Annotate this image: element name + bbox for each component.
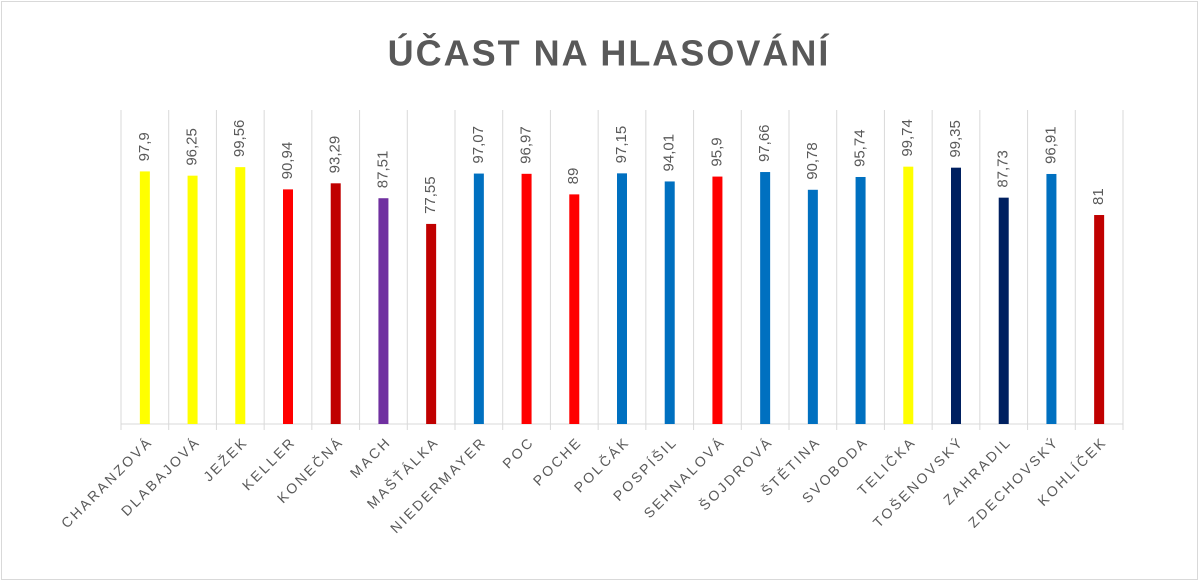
chart-title: ÚČAST NA HLASOVÁNÍ [388, 32, 831, 74]
value-label: 95,9 [708, 137, 725, 166]
value-label: 96,97 [518, 126, 535, 164]
value-label: 97,15 [613, 126, 630, 164]
value-label: 99,74 [899, 119, 916, 157]
bar [855, 176, 866, 424]
value-label: 77,55 [422, 176, 439, 214]
value-label: 93,29 [327, 136, 344, 174]
bar [664, 181, 675, 424]
bar [426, 223, 437, 424]
bar [473, 173, 484, 424]
bar [378, 198, 389, 424]
bar [1094, 215, 1105, 424]
bar [139, 171, 150, 424]
bar [807, 189, 818, 424]
bar [998, 197, 1009, 424]
bar [712, 176, 723, 424]
value-label: 99,56 [231, 120, 248, 158]
value-label: 99,35 [947, 120, 964, 158]
bar [283, 189, 293, 424]
value-label: 94,01 [661, 134, 678, 172]
bar [235, 167, 246, 424]
value-label: 87,51 [374, 151, 391, 189]
value-label: 90,78 [804, 142, 821, 180]
value-label: 96,91 [1042, 126, 1059, 164]
bar [617, 173, 627, 424]
value-label: 89 [565, 168, 582, 185]
value-label: 97,07 [470, 126, 487, 164]
bar [951, 167, 961, 424]
bar [569, 194, 580, 424]
value-label: 90,94 [279, 142, 296, 180]
value-label: 96,25 [184, 128, 201, 166]
bar [187, 175, 198, 424]
bar [903, 166, 914, 424]
bar [1046, 173, 1057, 424]
value-label: 97,9 [136, 132, 153, 161]
bar [521, 173, 532, 424]
value-label: 81 [1090, 188, 1107, 205]
bar [330, 183, 341, 424]
value-label: 95,74 [852, 129, 869, 167]
value-label: 87,73 [995, 150, 1012, 188]
bar [760, 172, 771, 424]
value-label: 97,66 [756, 124, 773, 162]
